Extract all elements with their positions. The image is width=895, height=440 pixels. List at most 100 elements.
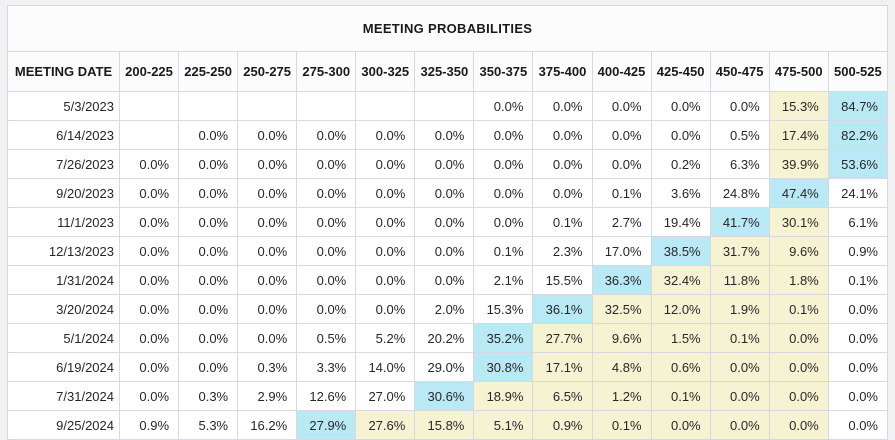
probability-cell-12-13-2023-300-325: 0.0%: [355, 236, 416, 266]
probability-cell-3-20-2024-500-525: 0.0%: [827, 294, 889, 324]
table-row-11-1-2023: 11/1/2023 0.0% 0.0% 0.0% 0.0% 0.0% 0.0% 0.0% 0.1…: [7, 207, 889, 237]
probability-cell-7-31-2024-275-300: 12.6%: [296, 381, 357, 411]
meeting-date-cell-9-25-2024: 9/25/2024: [7, 410, 120, 440]
probability-cell-12-13-2023-500-525: 0.9%: [827, 236, 889, 266]
probability-cell-9-20-2023-475-500: 47.4%: [768, 178, 829, 208]
probability-cell-7-26-2023-250-275: 0.0%: [237, 149, 298, 179]
header-row: MEETING DATE 200-225 225-250 250-275 275-300…: [7, 51, 889, 92]
probability-cell-1-31-2024-300-325: 0.0%: [355, 265, 416, 295]
probability-cell-12-13-2023-275-300: 0.0%: [296, 236, 357, 266]
probability-cell-5-3-2023-475-500: 15.3%: [768, 91, 829, 121]
probability-cell-7-31-2024-400-425: 1.2%: [591, 381, 652, 411]
probability-cell-12-13-2023-450-475: 31.7%: [709, 236, 770, 266]
probability-cell-9-20-2023-300-325: 0.0%: [355, 178, 416, 208]
probability-cell-7-26-2023-300-325: 0.0%: [355, 149, 416, 179]
probability-cell-7-26-2023-200-225: 0.0%: [118, 149, 180, 179]
column-header-450-475: 450-475: [709, 51, 770, 92]
probability-cell-6-19-2024-375-400: 17.1%: [532, 352, 593, 382]
probability-cell-5-3-2023-275-300: [296, 91, 357, 121]
probability-cell-9-25-2024-500-525: 0.0%: [827, 410, 889, 440]
column-header-475-500: 475-500: [768, 51, 829, 92]
probability-cell-6-14-2023-350-375: 0.0%: [473, 120, 534, 150]
probability-cell-6-14-2023-250-275: 0.0%: [237, 120, 298, 150]
meeting-date-cell-6-19-2024: 6/19/2024: [7, 352, 120, 382]
probability-cell-3-20-2024-475-500: 0.1%: [768, 294, 829, 324]
probability-cell-3-20-2024-400-425: 32.5%: [591, 294, 652, 324]
probability-cell-6-14-2023-475-500: 17.4%: [768, 120, 829, 150]
probability-cell-5-1-2024-300-325: 5.2%: [355, 323, 416, 353]
meeting-date-cell-5-1-2024: 5/1/2024: [7, 323, 120, 353]
probability-cell-7-26-2023-500-525: 53.6%: [827, 149, 889, 179]
probability-cell-9-25-2024-225-250: 5.3%: [178, 410, 239, 440]
probability-cell-3-20-2024-275-300: 0.0%: [296, 294, 357, 324]
probability-cell-12-13-2023-375-400: 2.3%: [532, 236, 593, 266]
probability-cell-7-26-2023-225-250: 0.0%: [178, 149, 239, 179]
table-row-5-3-2023: 5/3/2023 0.0% 0.0% 0.0% 0.0% 0.0% 15.3% 84.7%: [7, 91, 889, 121]
probability-cell-12-13-2023-350-375: 0.1%: [473, 236, 534, 266]
probability-cell-3-20-2024-325-350: 2.0%: [414, 294, 475, 324]
probability-cell-6-14-2023-225-250: 0.0%: [178, 120, 239, 150]
probability-cell-1-31-2024-375-400: 15.5%: [532, 265, 593, 295]
probability-cell-6-14-2023-200-225: [118, 120, 180, 150]
probability-cell-5-1-2024-350-375: 35.2%: [473, 323, 534, 353]
probability-cell-9-20-2023-400-425: 0.1%: [591, 178, 652, 208]
probability-cell-9-20-2023-500-525: 24.1%: [827, 178, 889, 208]
meeting-date-cell-6-14-2023: 6/14/2023: [7, 120, 120, 150]
probability-cell-1-31-2024-275-300: 0.0%: [296, 265, 357, 295]
probability-cell-5-3-2023-300-325: [355, 91, 416, 121]
probability-cell-11-1-2023-250-275: 0.0%: [237, 207, 298, 237]
probability-cell-11-1-2023-425-450: 19.4%: [650, 207, 711, 237]
probability-cell-1-31-2024-475-500: 1.8%: [768, 265, 829, 295]
probability-cell-5-1-2024-250-275: 0.0%: [237, 323, 298, 353]
title-row: MEETING PROBABILITIES: [7, 5, 888, 52]
probability-cell-9-20-2023-425-450: 3.6%: [650, 178, 711, 208]
column-header-225-250: 225-250: [178, 51, 239, 92]
probability-cell-6-19-2024-350-375: 30.8%: [473, 352, 534, 382]
probability-cell-7-26-2023-275-300: 0.0%: [296, 149, 357, 179]
meeting-date-cell-9-20-2023: 9/20/2023: [7, 178, 120, 208]
probability-cell-1-31-2024-225-250: 0.0%: [178, 265, 239, 295]
probability-cell-5-1-2024-400-425: 9.6%: [591, 323, 652, 353]
probability-cell-9-20-2023-250-275: 0.0%: [237, 178, 298, 208]
probability-cell-9-20-2023-325-350: 0.0%: [414, 178, 475, 208]
probability-cell-9-20-2023-200-225: 0.0%: [118, 178, 180, 208]
probability-cell-1-31-2024-350-375: 2.1%: [473, 265, 534, 295]
probability-cell-6-19-2024-475-500: 0.0%: [768, 352, 829, 382]
probability-cell-5-1-2024-450-475: 0.1%: [709, 323, 770, 353]
probability-cell-6-19-2024-400-425: 4.8%: [591, 352, 652, 382]
probability-cell-3-20-2024-450-475: 1.9%: [709, 294, 770, 324]
probability-cell-7-31-2024-325-350: 30.6%: [414, 381, 475, 411]
probability-cell-5-1-2024-475-500: 0.0%: [768, 323, 829, 353]
probability-cell-7-31-2024-200-225: 0.0%: [118, 381, 180, 411]
table-row-3-20-2024: 3/20/2024 0.0% 0.0% 0.0% 0.0% 0.0% 2.0% 15.3% 36…: [7, 294, 889, 324]
probability-cell-11-1-2023-200-225: 0.0%: [118, 207, 180, 237]
probability-cell-7-31-2024-225-250: 0.3%: [178, 381, 239, 411]
probability-cell-9-20-2023-450-475: 24.8%: [709, 178, 770, 208]
column-header-200-225: 200-225: [118, 51, 180, 92]
meeting-date-cell-11-1-2023: 11/1/2023: [7, 207, 120, 237]
probability-cell-3-20-2024-225-250: 0.0%: [178, 294, 239, 324]
probability-cell-5-3-2023-425-450: 0.0%: [650, 91, 711, 121]
probability-cell-11-1-2023-350-375: 0.0%: [473, 207, 534, 237]
probability-cell-3-20-2024-250-275: 0.0%: [237, 294, 298, 324]
probability-cell-6-19-2024-225-250: 0.0%: [178, 352, 239, 382]
probability-cell-11-1-2023-325-350: 0.0%: [414, 207, 475, 237]
meeting-date-cell-1-31-2024: 1/31/2024: [7, 265, 120, 295]
probability-cell-11-1-2023-375-400: 0.1%: [532, 207, 593, 237]
probability-cell-3-20-2024-425-450: 12.0%: [650, 294, 711, 324]
probability-cell-9-25-2024-450-475: 0.0%: [709, 410, 770, 440]
probability-cell-9-20-2023-375-400: 0.0%: [532, 178, 593, 208]
probability-cell-11-1-2023-275-300: 0.0%: [296, 207, 357, 237]
column-header-350-375: 350-375: [473, 51, 534, 92]
probability-cell-1-31-2024-400-425: 36.3%: [591, 265, 652, 295]
probability-cell-1-31-2024-250-275: 0.0%: [237, 265, 298, 295]
probability-cell-6-14-2023-450-475: 0.5%: [709, 120, 770, 150]
probability-cell-3-20-2024-350-375: 15.3%: [473, 294, 534, 324]
probability-cell-6-14-2023-325-350: 0.0%: [414, 120, 475, 150]
probability-cell-11-1-2023-400-425: 2.7%: [591, 207, 652, 237]
probability-cell-9-25-2024-350-375: 5.1%: [473, 410, 534, 440]
probability-cell-9-20-2023-350-375: 0.0%: [473, 178, 534, 208]
probability-cell-7-26-2023-450-475: 6.3%: [709, 149, 770, 179]
probability-cell-5-1-2024-325-350: 20.2%: [414, 323, 475, 353]
probability-cell-6-14-2023-275-300: 0.0%: [296, 120, 357, 150]
